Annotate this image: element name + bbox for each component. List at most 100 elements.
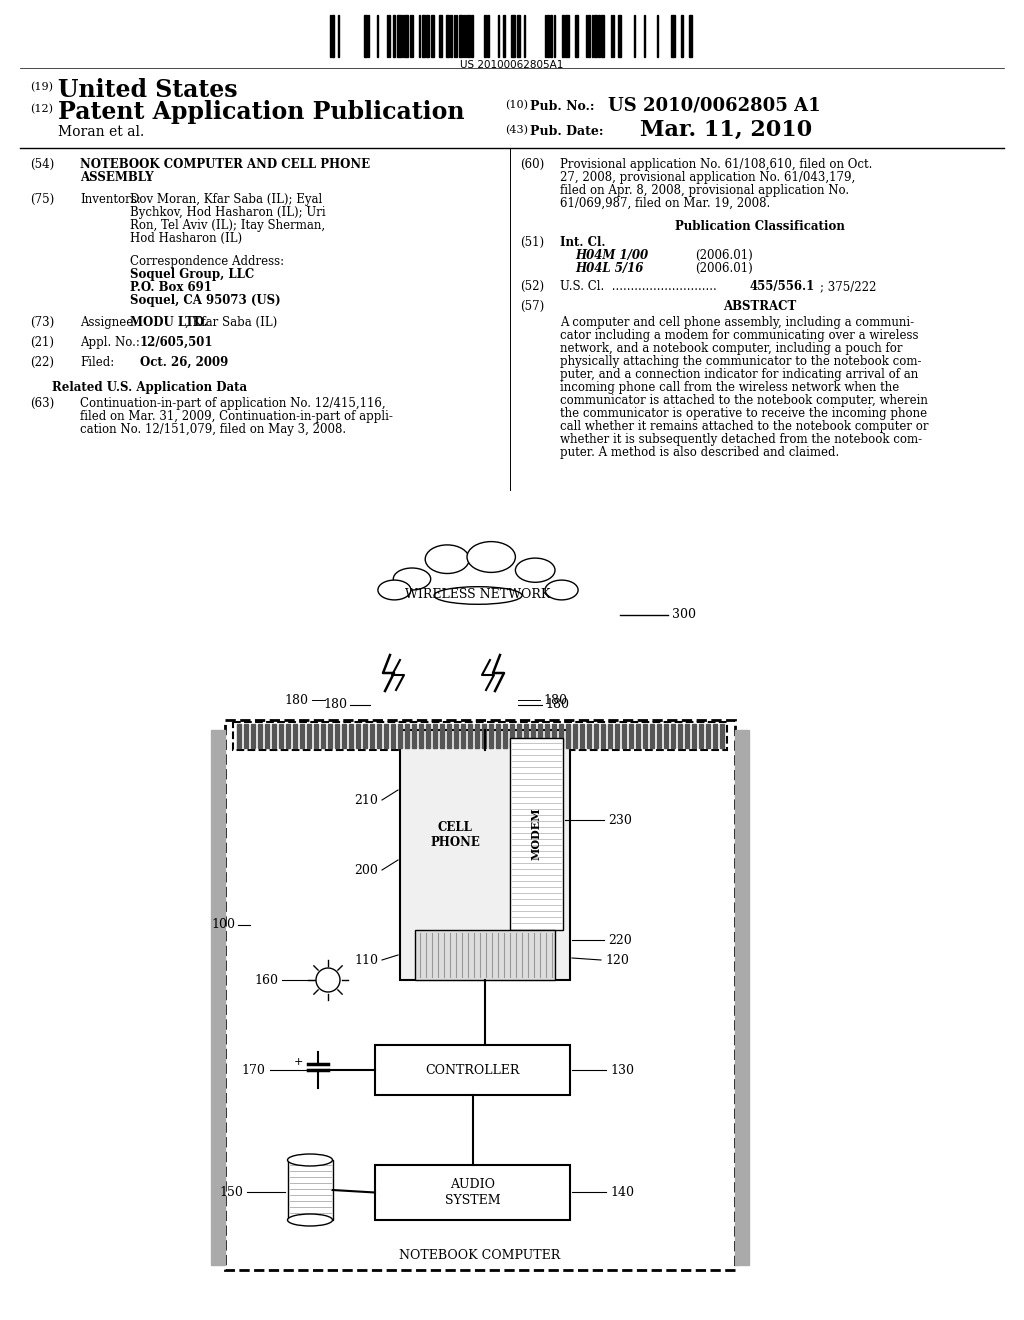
Bar xyxy=(511,15,515,57)
Ellipse shape xyxy=(288,1214,333,1226)
Bar xyxy=(422,15,425,57)
Text: 180: 180 xyxy=(323,698,347,711)
Text: (73): (73) xyxy=(30,315,54,329)
Bar xyxy=(397,15,401,57)
Text: Continuation-in-part of application No. 12/415,116,: Continuation-in-part of application No. … xyxy=(80,397,386,411)
Text: Correspondence Address:: Correspondence Address: xyxy=(130,255,284,268)
Bar xyxy=(524,723,528,748)
Bar xyxy=(671,723,675,748)
Text: Soquel, CA 95073 (US): Soquel, CA 95073 (US) xyxy=(130,294,281,308)
Bar xyxy=(489,723,493,748)
Bar xyxy=(384,723,388,748)
Bar xyxy=(689,15,692,57)
Bar xyxy=(552,723,556,748)
Bar xyxy=(461,723,465,748)
Bar xyxy=(440,723,444,748)
Bar xyxy=(692,723,696,748)
Ellipse shape xyxy=(515,558,555,582)
Bar xyxy=(503,723,507,748)
Text: U.S. Cl.  ............................: U.S. Cl. ............................ xyxy=(560,280,717,293)
Bar xyxy=(608,723,612,748)
Bar xyxy=(293,723,297,748)
Bar xyxy=(447,723,451,748)
Text: communicator is attached to the notebook computer, wherein: communicator is attached to the notebook… xyxy=(560,393,928,407)
Bar xyxy=(657,723,662,748)
Text: 180: 180 xyxy=(543,693,567,706)
Text: (21): (21) xyxy=(30,337,54,348)
Bar xyxy=(362,723,367,748)
Text: (63): (63) xyxy=(30,397,54,411)
Bar xyxy=(636,723,640,748)
Bar xyxy=(565,15,569,57)
Bar xyxy=(321,723,325,748)
Text: ; 375/222: ; 375/222 xyxy=(820,280,877,293)
Bar xyxy=(356,723,360,748)
Text: 210: 210 xyxy=(354,793,378,807)
Bar xyxy=(622,723,626,748)
Bar xyxy=(575,15,578,57)
Bar xyxy=(349,723,353,748)
Bar xyxy=(735,730,749,1265)
Text: H04M 1/00: H04M 1/00 xyxy=(575,249,648,261)
Ellipse shape xyxy=(467,541,515,573)
Text: (2006.01): (2006.01) xyxy=(695,249,753,261)
Bar xyxy=(431,15,434,57)
Bar xyxy=(487,15,489,57)
Bar xyxy=(286,723,290,748)
Text: 300: 300 xyxy=(672,609,696,622)
Bar xyxy=(398,723,402,748)
Text: Soquel Group, LLC: Soquel Group, LLC xyxy=(130,268,254,281)
Text: US 2010/0062805 A1: US 2010/0062805 A1 xyxy=(608,96,820,115)
Text: Dov Moran, Kfar Saba (IL); Eyal: Dov Moran, Kfar Saba (IL); Eyal xyxy=(130,193,323,206)
Bar xyxy=(580,723,584,748)
Bar xyxy=(510,738,563,931)
Bar xyxy=(467,15,470,57)
Bar xyxy=(258,723,262,748)
Bar xyxy=(251,723,255,748)
Bar xyxy=(375,1166,570,1220)
Text: ABSTRACT: ABSTRACT xyxy=(723,300,797,313)
Text: US 20100062805A1: US 20100062805A1 xyxy=(461,59,563,70)
Bar xyxy=(550,15,552,57)
Bar xyxy=(391,723,395,748)
Bar xyxy=(335,723,339,748)
Text: (57): (57) xyxy=(520,300,544,313)
Bar xyxy=(650,723,654,748)
Text: WIRELESS NETWORK: WIRELESS NETWORK xyxy=(406,589,551,602)
Text: 61/069,987, filed on Mar. 19, 2008.: 61/069,987, filed on Mar. 19, 2008. xyxy=(560,197,770,210)
Text: 12/605,501: 12/605,501 xyxy=(140,337,213,348)
Bar xyxy=(244,723,248,748)
Text: 180: 180 xyxy=(545,698,569,711)
Text: Appl. No.:: Appl. No.: xyxy=(80,337,140,348)
Text: 120: 120 xyxy=(605,953,629,966)
Bar xyxy=(415,931,555,979)
Text: (60): (60) xyxy=(520,158,544,172)
Bar xyxy=(314,723,318,748)
Bar xyxy=(364,15,367,57)
Bar xyxy=(211,730,225,1265)
Text: filed on Mar. 31, 2009, Continuation-in-part of appli-: filed on Mar. 31, 2009, Continuation-in-… xyxy=(80,411,393,422)
Text: whether it is subsequently detached from the notebook com-: whether it is subsequently detached from… xyxy=(560,433,923,446)
Bar xyxy=(400,730,570,979)
Bar xyxy=(468,723,472,748)
Text: (75): (75) xyxy=(30,193,54,206)
Text: cation No. 12/151,079, filed on May 3, 2008.: cation No. 12/151,079, filed on May 3, 2… xyxy=(80,422,346,436)
Bar xyxy=(237,723,241,748)
Bar xyxy=(573,723,577,748)
Bar xyxy=(678,723,682,748)
Ellipse shape xyxy=(378,579,411,599)
Text: Assignee:: Assignee: xyxy=(80,315,137,329)
Text: 170: 170 xyxy=(241,1064,265,1077)
Bar xyxy=(720,723,724,748)
Bar xyxy=(279,723,283,748)
Text: CONTROLLER: CONTROLLER xyxy=(425,1064,520,1077)
Bar xyxy=(426,723,430,748)
Text: 160: 160 xyxy=(254,974,278,986)
Bar xyxy=(594,15,597,57)
Text: Int. Cl.: Int. Cl. xyxy=(560,236,605,249)
Text: Related U.S. Application Data: Related U.S. Application Data xyxy=(52,381,248,393)
Text: Ron, Tel Aviv (IL); Itay Sherman,: Ron, Tel Aviv (IL); Itay Sherman, xyxy=(130,219,326,232)
Bar xyxy=(615,723,618,748)
Bar xyxy=(450,15,452,57)
Bar xyxy=(475,723,479,748)
